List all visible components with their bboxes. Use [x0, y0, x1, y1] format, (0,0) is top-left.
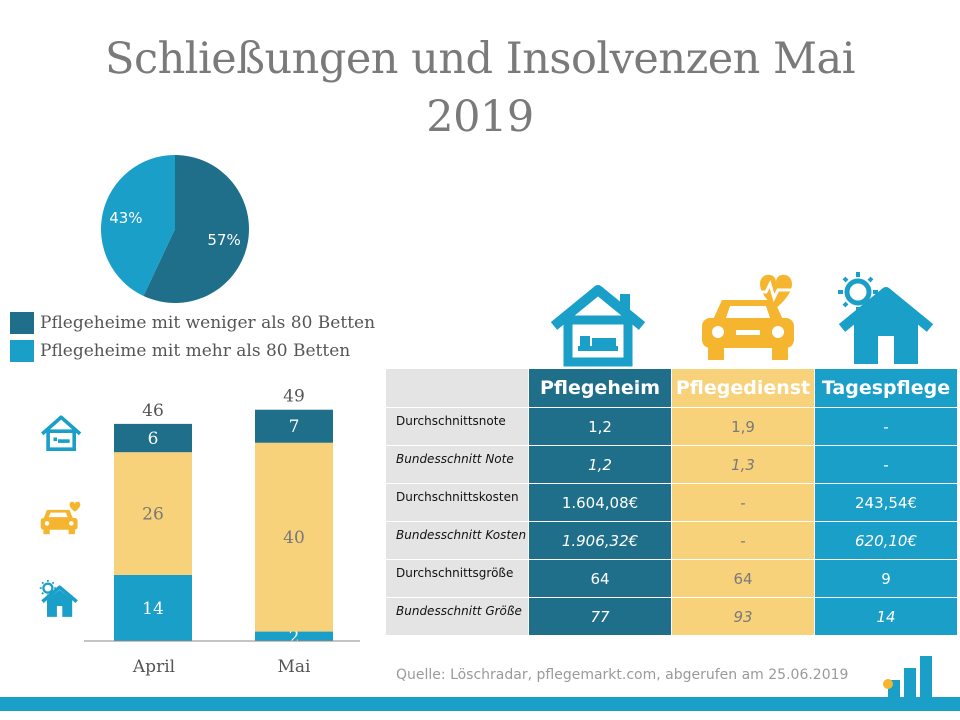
pie-slice-label: 57%	[207, 231, 240, 249]
legend-item-small-homes: Pflegeheime mit weniger als 80 Betten	[10, 312, 375, 334]
house-bed-icon	[550, 285, 646, 367]
bar-total-label: 49	[283, 387, 305, 407]
bar-value-label: 26	[142, 505, 164, 525]
source-note: Quelle: Löschradar, pflegemarkt.com, abg…	[396, 667, 849, 683]
legend-item-large-homes: Pflegeheime mit mehr als 80 Betten	[10, 340, 350, 362]
table-body: Durchschnittsnote 1,2 1,9- Bundesschnitt No…	[385, 407, 958, 636]
table-cell: -	[671, 521, 815, 560]
sun-house-icon	[838, 272, 934, 364]
pie-slice	[100, 155, 175, 296]
table-cell: 93	[671, 597, 815, 636]
table-cell: 64	[671, 559, 815, 598]
bar-value-label: 6	[148, 429, 159, 449]
col-header-tagespflege: Tagespflege	[814, 368, 958, 408]
pie-chart: 57% 43%	[100, 155, 249, 303]
row-label: Bundesschnitt Kosten	[385, 521, 529, 560]
col-header-pflegeheim: Pflegeheim	[528, 368, 672, 408]
table-cell: 1.604,08€	[528, 483, 672, 522]
col-header-pflegedienst: Pflegedienst	[671, 368, 815, 408]
table-row: Bundesschnitt Kosten 1.906,32€ -620,10€	[385, 521, 958, 560]
legend-swatch-light	[10, 340, 34, 362]
house-bed-icon	[41, 415, 82, 452]
bar-value-label: 2	[289, 627, 300, 647]
car-heart-icon	[40, 501, 81, 535]
bar-category-april: April	[132, 657, 175, 677]
title-line-2: 2019	[426, 92, 534, 142]
table-row: Durchschnittsnote 1,2 1,9-	[385, 407, 958, 446]
bar-segment	[255, 409, 333, 443]
pie-slice-label: 43%	[109, 209, 142, 227]
row-label: Bundesschnitt Größe	[385, 597, 529, 636]
table-cell: -	[671, 483, 815, 522]
table-cell: 1.906,32€	[528, 521, 672, 560]
table-cell: 1,2	[528, 445, 672, 484]
table-cell: 1,9	[671, 407, 815, 446]
table-cell: 9	[814, 559, 958, 598]
bar-total-label: 46	[142, 401, 164, 421]
bar-value-label: 14	[142, 599, 164, 619]
bar-segment	[255, 631, 333, 641]
table-row: Bundesschnitt Note 1,2 1,3-	[385, 445, 958, 484]
title-line-1: Schließungen und Insolvenzen Mai	[105, 34, 855, 84]
legend-label: Pflegeheime mit weniger als 80 Betten	[40, 313, 376, 333]
bar-category-mai: Mai	[278, 657, 312, 677]
row-label: Durchschnittsgröße	[385, 559, 529, 598]
sun-house-icon	[39, 580, 78, 617]
row-label: Bundesschnitt Note	[385, 445, 529, 484]
comparison-table: Pflegeheim Pflegedienst Tagespflege Durc…	[385, 368, 958, 636]
legend-swatch-dark	[10, 312, 34, 334]
bar-value-label: 40	[283, 528, 305, 548]
table-cell: 64	[528, 559, 672, 598]
car-heart-icon	[702, 274, 796, 360]
stacked-bar-chart: 14 26 6 46 2 40 7 49	[114, 387, 333, 647]
bar-segment	[114, 574, 192, 641]
table-row: Durchschnittskosten 1.604,08€ -243,54€	[385, 483, 958, 522]
bar-segment	[114, 452, 192, 575]
table-corner	[385, 368, 529, 408]
table-cell: 243,54€	[814, 483, 958, 522]
bar-segment	[255, 442, 333, 632]
table-row: Bundesschnitt Größe 77 93 14	[385, 597, 958, 636]
row-label: Durchschnittskosten	[385, 483, 529, 522]
table-row: Durchschnittsgröße 64 64 9	[385, 559, 958, 598]
table-cell: -	[814, 407, 958, 446]
footer-bar	[0, 697, 960, 711]
pie-slice	[143, 155, 249, 303]
table-cell: -	[814, 445, 958, 484]
page-title: Schließungen und Insolvenzen Mai 2019	[0, 30, 960, 146]
row-label: Durchschnittsnote	[385, 407, 529, 446]
bar-segment	[114, 423, 192, 453]
table-cell: 1,3	[671, 445, 815, 484]
bar-value-label: 7	[289, 417, 300, 437]
table-cell: 77	[528, 597, 672, 636]
table-cell: 14	[814, 597, 958, 636]
table-cell: 1,2	[528, 407, 672, 446]
table-cell: 620,10€	[814, 521, 958, 560]
legend-label: Pflegeheime mit mehr als 80 Betten	[40, 341, 351, 361]
